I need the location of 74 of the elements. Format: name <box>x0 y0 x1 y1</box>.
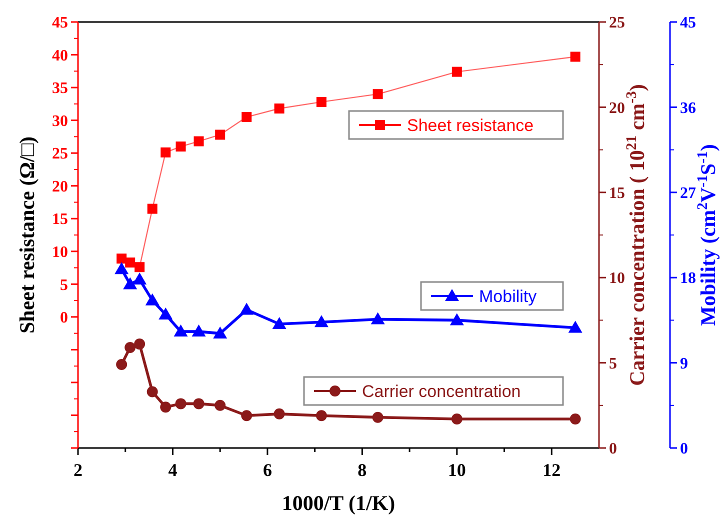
legend-label: Mobility <box>479 287 538 306</box>
y3-tick-label: 27 <box>680 185 696 202</box>
point <box>160 402 172 413</box>
point <box>114 262 129 274</box>
point <box>132 272 147 284</box>
y2-tick-label: 15 <box>609 185 625 202</box>
point <box>372 412 384 423</box>
x-tick-label: 8 <box>358 460 367 480</box>
point <box>274 408 285 420</box>
point <box>124 342 136 353</box>
point <box>316 410 327 422</box>
point <box>274 104 284 114</box>
point <box>123 277 138 290</box>
point <box>570 414 581 425</box>
point <box>215 130 226 140</box>
y3-tick-label: 36 <box>680 100 696 117</box>
legend-label: Sheet resistance <box>407 116 534 136</box>
point <box>176 142 186 152</box>
x-tick-label: 10 <box>448 460 466 480</box>
y2-tick-label: 25 <box>609 14 625 32</box>
point <box>568 320 582 333</box>
y-tick-label: 0 <box>60 310 68 327</box>
point <box>134 338 146 350</box>
point <box>147 204 158 214</box>
y-tick-label: 15 <box>52 211 68 228</box>
point <box>452 66 462 77</box>
point <box>272 316 286 329</box>
x-tick-label: 4 <box>168 460 178 480</box>
x-tick-label: 2 <box>74 460 82 480</box>
y-tick-label: 25 <box>52 146 68 163</box>
point <box>175 398 186 410</box>
point <box>570 52 580 62</box>
point <box>450 313 464 326</box>
point <box>241 410 252 422</box>
y-tick-label: 5 <box>60 276 68 294</box>
y-tick-label: 40 <box>52 47 68 64</box>
point <box>242 112 252 122</box>
y-tick-label: 20 <box>52 178 68 196</box>
point <box>134 262 145 272</box>
point <box>194 136 204 146</box>
point <box>116 359 128 370</box>
y3-tick-label: 0 <box>680 440 688 458</box>
x-tick-label: 12 <box>542 460 561 480</box>
y3-tick-label: 18 <box>680 270 696 288</box>
y2-tick-label: 5 <box>609 355 617 372</box>
y-tick-label: 45 <box>52 14 68 32</box>
point <box>451 414 462 425</box>
legend-label: Carrier concentration <box>362 382 521 402</box>
y2-tick-label: 20 <box>609 100 625 117</box>
y3-tick-label: 9 <box>680 355 688 372</box>
point <box>158 308 173 320</box>
point <box>146 386 158 398</box>
y3-tick-label: 45 <box>680 14 696 32</box>
point <box>214 400 226 411</box>
point <box>125 258 136 268</box>
y-tick-label: 10 <box>52 244 68 261</box>
point <box>240 302 254 315</box>
y-axis-title: Sheet resistance (Ω/□) <box>15 136 39 334</box>
x-axis-title: 1000/T (1/K) <box>282 491 396 515</box>
y-tick-label: 30 <box>52 112 68 130</box>
y2-tick-label: 0 <box>609 440 617 458</box>
point <box>192 324 206 337</box>
point <box>213 326 228 338</box>
x-tick-label: 6 <box>262 460 272 480</box>
point <box>174 324 188 337</box>
y-tick-label: 35 <box>52 80 68 98</box>
point <box>372 89 383 100</box>
point <box>145 293 160 306</box>
point <box>193 398 204 410</box>
point <box>160 147 171 158</box>
point <box>316 96 326 107</box>
point <box>370 312 385 324</box>
point <box>314 315 328 328</box>
y2-tick-label: 10 <box>609 270 625 288</box>
